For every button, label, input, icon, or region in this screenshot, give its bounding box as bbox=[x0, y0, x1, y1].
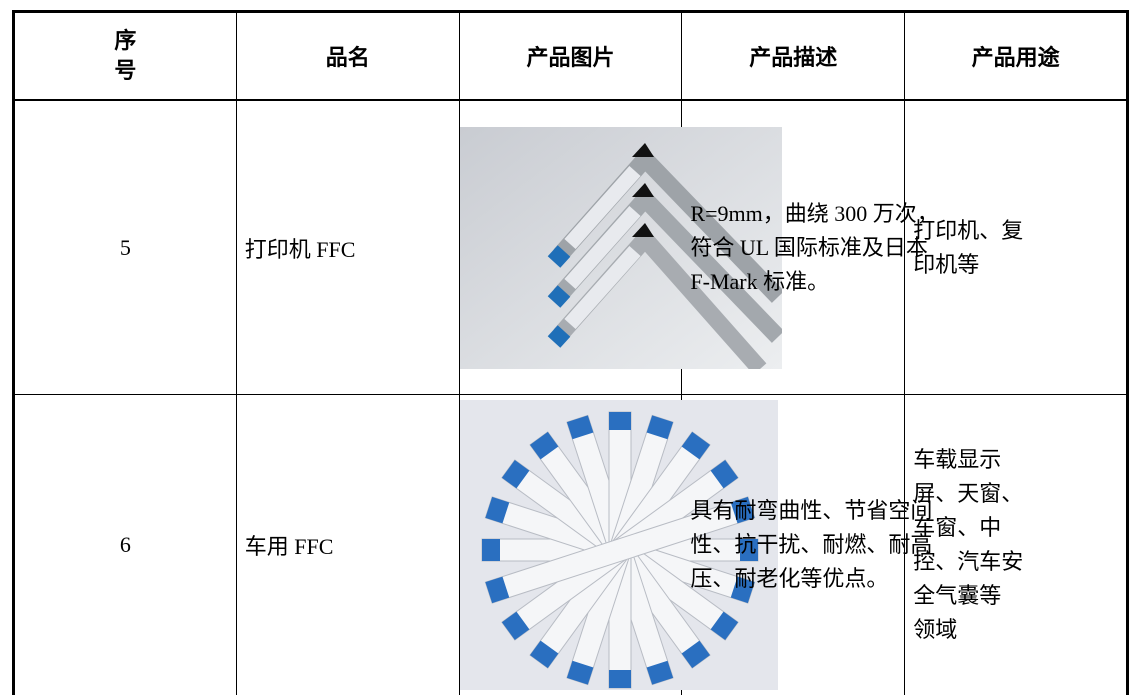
usage-line: 车载显示 bbox=[913, 443, 1118, 477]
header-cell: 品名 bbox=[236, 12, 459, 101]
description-line: F-Mark 标准。 bbox=[690, 265, 896, 299]
table-row: 6 车用 FFC 具有耐弯曲性、节省空间 性、抗干扰、耐燃、耐高 压、耐老化等优… bbox=[14, 395, 1128, 695]
image-cell bbox=[459, 100, 682, 395]
usage-line: 控、汽车安 bbox=[913, 545, 1118, 579]
usage-line: 车窗、中 bbox=[913, 511, 1118, 545]
description-line: R=9mm，曲绕 300 万次， bbox=[690, 197, 896, 231]
name-cell: 车用 FFC bbox=[236, 395, 459, 695]
usage-line: 领域 bbox=[913, 613, 1118, 647]
usage-line: 印机等 bbox=[913, 248, 1118, 282]
table-row: 5 打印机 FFC bbox=[14, 100, 1128, 395]
header-cell: 产品图片 bbox=[459, 12, 682, 101]
product-table: 序号 品名 产品图片 产品描述 产品用途 5 打印机 FFC bbox=[12, 10, 1129, 695]
usage-cell: 车载显示 屏、天窗、 车窗、中 控、汽车安 全气囊等 领域 bbox=[905, 395, 1128, 695]
name-cell: 打印机 FFC bbox=[236, 100, 459, 395]
usage-line: 全气囊等 bbox=[913, 579, 1118, 613]
usage-line: 打印机、复 bbox=[913, 214, 1118, 248]
image-cell bbox=[459, 395, 682, 695]
description-line: 符合 UL 国际标准及日本 bbox=[690, 231, 896, 265]
header-row: 序号 品名 产品图片 产品描述 产品用途 bbox=[14, 12, 1128, 101]
header-cell: 序号 bbox=[14, 12, 237, 101]
no-cell: 5 bbox=[14, 100, 237, 395]
header-cell: 产品用途 bbox=[905, 12, 1128, 101]
usage-line: 屏、天窗、 bbox=[913, 477, 1118, 511]
header-cell: 产品描述 bbox=[682, 12, 905, 101]
no-cell: 6 bbox=[14, 395, 237, 695]
description-line: 具有耐弯曲性、节省空间 bbox=[690, 494, 896, 528]
description-line: 压、耐老化等优点。 bbox=[690, 562, 896, 596]
description-line: 性、抗干扰、耐燃、耐高 bbox=[690, 528, 896, 562]
header-text: 序号 bbox=[114, 26, 136, 86]
usage-cell: 打印机、复 印机等 bbox=[905, 100, 1128, 395]
